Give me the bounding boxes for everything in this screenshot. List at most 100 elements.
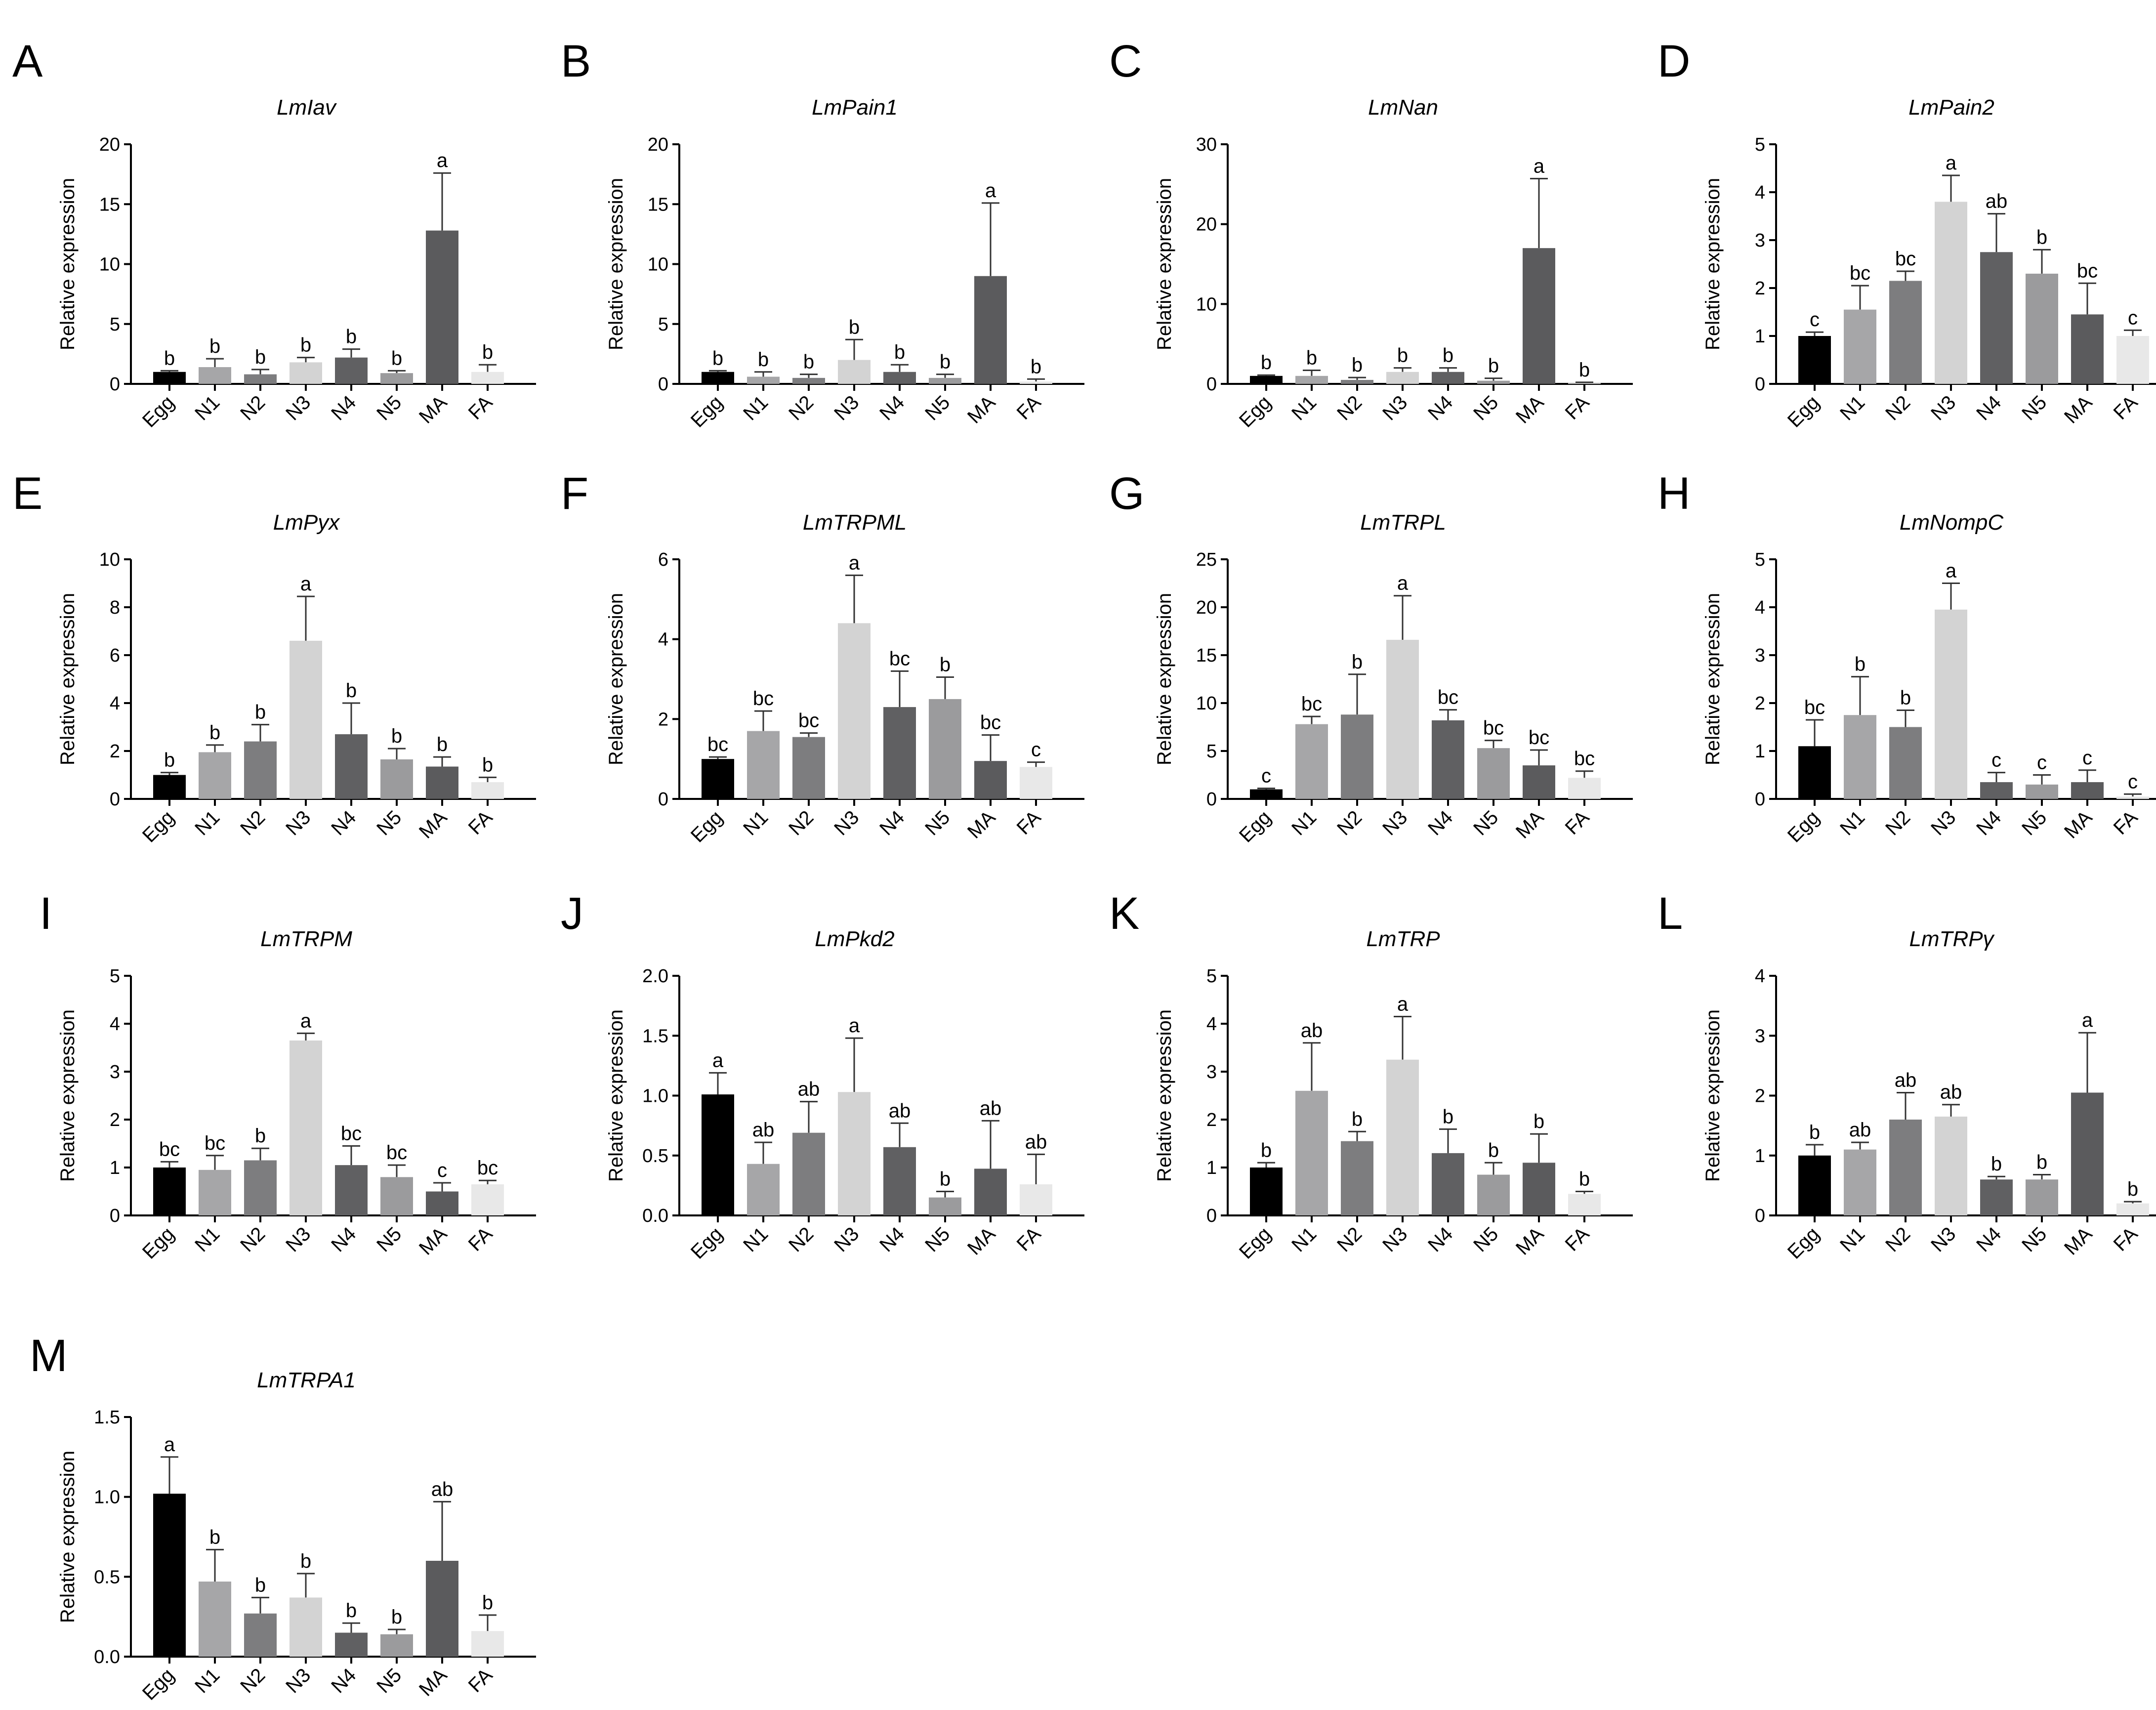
y-tick-label: 0 bbox=[1755, 789, 1765, 810]
bar-n3 bbox=[838, 1092, 871, 1215]
category-label: N2 bbox=[785, 391, 818, 424]
significance-label: bc bbox=[1483, 717, 1504, 739]
y-tick-label: 15 bbox=[648, 194, 668, 215]
significance-label: b bbox=[1031, 356, 1041, 377]
y-tick-label: 0 bbox=[658, 789, 668, 810]
significance-label: b bbox=[391, 1606, 402, 1628]
bar-n2 bbox=[1341, 1141, 1373, 1215]
y-tick-label: 10 bbox=[1196, 693, 1217, 714]
category-label: MA bbox=[963, 1223, 1000, 1259]
significance-label: bc bbox=[159, 1138, 180, 1160]
significance-label: bc bbox=[386, 1142, 407, 1164]
category-label: Egg bbox=[1783, 806, 1824, 846]
category-label: N3 bbox=[1927, 1223, 1960, 1256]
bar-n2 bbox=[244, 1613, 277, 1657]
y-tick-label: 5 bbox=[110, 314, 120, 335]
significance-label: b bbox=[2036, 226, 2047, 248]
bar-egg bbox=[1250, 375, 1283, 384]
bar-n5 bbox=[2026, 1179, 2058, 1215]
bar-n1 bbox=[1295, 1090, 1328, 1215]
significance-label: ab bbox=[889, 1100, 911, 1122]
y-tick-label: 0 bbox=[1206, 374, 1217, 395]
significance-label: ab bbox=[1940, 1082, 1962, 1103]
bar-fa bbox=[471, 1184, 504, 1215]
chart-panel-J: J LmPkd2 Relative expression 0.0 0.5 1.0 1.5 2.… bbox=[561, 888, 1084, 1263]
chart-panel-B: B LmPain1 Relative expression 0 5 10 15 20 b Egg b… bbox=[561, 36, 1084, 432]
significance-label: c bbox=[2128, 307, 2138, 329]
category-label: Egg bbox=[1783, 391, 1824, 431]
significance-label: bc bbox=[889, 648, 910, 669]
category-label: N5 bbox=[373, 806, 406, 839]
significance-label: ab bbox=[431, 1478, 454, 1500]
y-tick-label: 2 bbox=[110, 1110, 120, 1130]
category-label: Egg bbox=[1235, 1223, 1275, 1263]
significance-label: bc bbox=[341, 1123, 362, 1144]
category-label: N3 bbox=[282, 391, 315, 424]
chart-title: LmNan bbox=[1368, 95, 1438, 120]
category-label: Egg bbox=[1235, 391, 1275, 431]
category-label: N3 bbox=[1378, 1223, 1411, 1256]
panel-letter: C bbox=[1109, 36, 1142, 86]
bar-n5 bbox=[1477, 380, 1510, 384]
y-tick-label: 0 bbox=[1755, 374, 1765, 395]
significance-label: b bbox=[1488, 355, 1499, 377]
category-label: N1 bbox=[1836, 391, 1869, 424]
chart-title: LmTRPA1 bbox=[257, 1368, 356, 1392]
significance-label: b bbox=[255, 1574, 266, 1596]
category-label: N4 bbox=[1424, 1223, 1457, 1256]
chart-title: LmPkd2 bbox=[815, 927, 894, 951]
category-label: FA bbox=[1013, 806, 1045, 839]
y-tick-label: 4 bbox=[658, 629, 668, 650]
significance-label: b bbox=[482, 341, 493, 363]
significance-label: b bbox=[1443, 345, 1453, 367]
bar-n3 bbox=[1935, 609, 1967, 799]
significance-label: a bbox=[2082, 1009, 2093, 1031]
y-tick-label: 6 bbox=[658, 549, 668, 570]
bar-n4 bbox=[335, 357, 368, 384]
significance-label: bc bbox=[205, 1132, 225, 1154]
category-label: N5 bbox=[1469, 806, 1502, 839]
significance-label: b bbox=[1991, 1153, 2002, 1175]
category-label: N5 bbox=[2018, 391, 2051, 424]
bar-fa bbox=[1020, 1184, 1052, 1215]
chart-title: LmIav bbox=[277, 95, 337, 120]
category-label: N3 bbox=[830, 1223, 863, 1256]
significance-label: b bbox=[209, 1526, 220, 1548]
category-label: N1 bbox=[1287, 806, 1321, 839]
category-label: N5 bbox=[2018, 1223, 2051, 1256]
bar-n1 bbox=[747, 376, 780, 384]
bar-ma bbox=[2071, 314, 2104, 384]
bar-ma bbox=[1523, 1163, 1555, 1215]
y-tick-label: 0.5 bbox=[94, 1567, 120, 1587]
significance-label: c bbox=[1031, 739, 1041, 761]
category-label: Egg bbox=[687, 391, 727, 431]
significance-label: bc bbox=[1804, 697, 1825, 718]
significance-label: b bbox=[164, 347, 175, 369]
y-tick-label: 5 bbox=[1755, 549, 1765, 570]
significance-label: b bbox=[1261, 352, 1272, 374]
bar-fa bbox=[1568, 1194, 1601, 1215]
category-label: N2 bbox=[236, 1223, 269, 1256]
bar-n3 bbox=[290, 640, 322, 799]
significance-label: ab bbox=[1025, 1131, 1047, 1153]
significance-label: b bbox=[1352, 1108, 1363, 1130]
significance-label: b bbox=[2127, 1178, 2138, 1200]
bar-egg bbox=[1250, 1168, 1283, 1215]
panel-letter: K bbox=[1109, 888, 1139, 939]
significance-label: a bbox=[1946, 560, 1957, 582]
significance-label: b bbox=[255, 346, 266, 368]
significance-label: bc bbox=[2077, 260, 2098, 282]
significance-label: c bbox=[1261, 765, 1271, 787]
y-tick-label: 30 bbox=[1196, 134, 1217, 155]
y-tick-label: 10 bbox=[99, 254, 120, 275]
category-label: N2 bbox=[236, 806, 269, 839]
bar-n4 bbox=[1980, 1179, 2013, 1215]
y-tick-label: 5 bbox=[110, 966, 120, 987]
panel-letter: F bbox=[561, 468, 588, 519]
category-label: MA bbox=[1512, 1223, 1548, 1259]
significance-label: ab bbox=[752, 1119, 775, 1141]
category-label: N4 bbox=[1972, 806, 2005, 839]
y-tick-label: 0 bbox=[1206, 1206, 1217, 1226]
